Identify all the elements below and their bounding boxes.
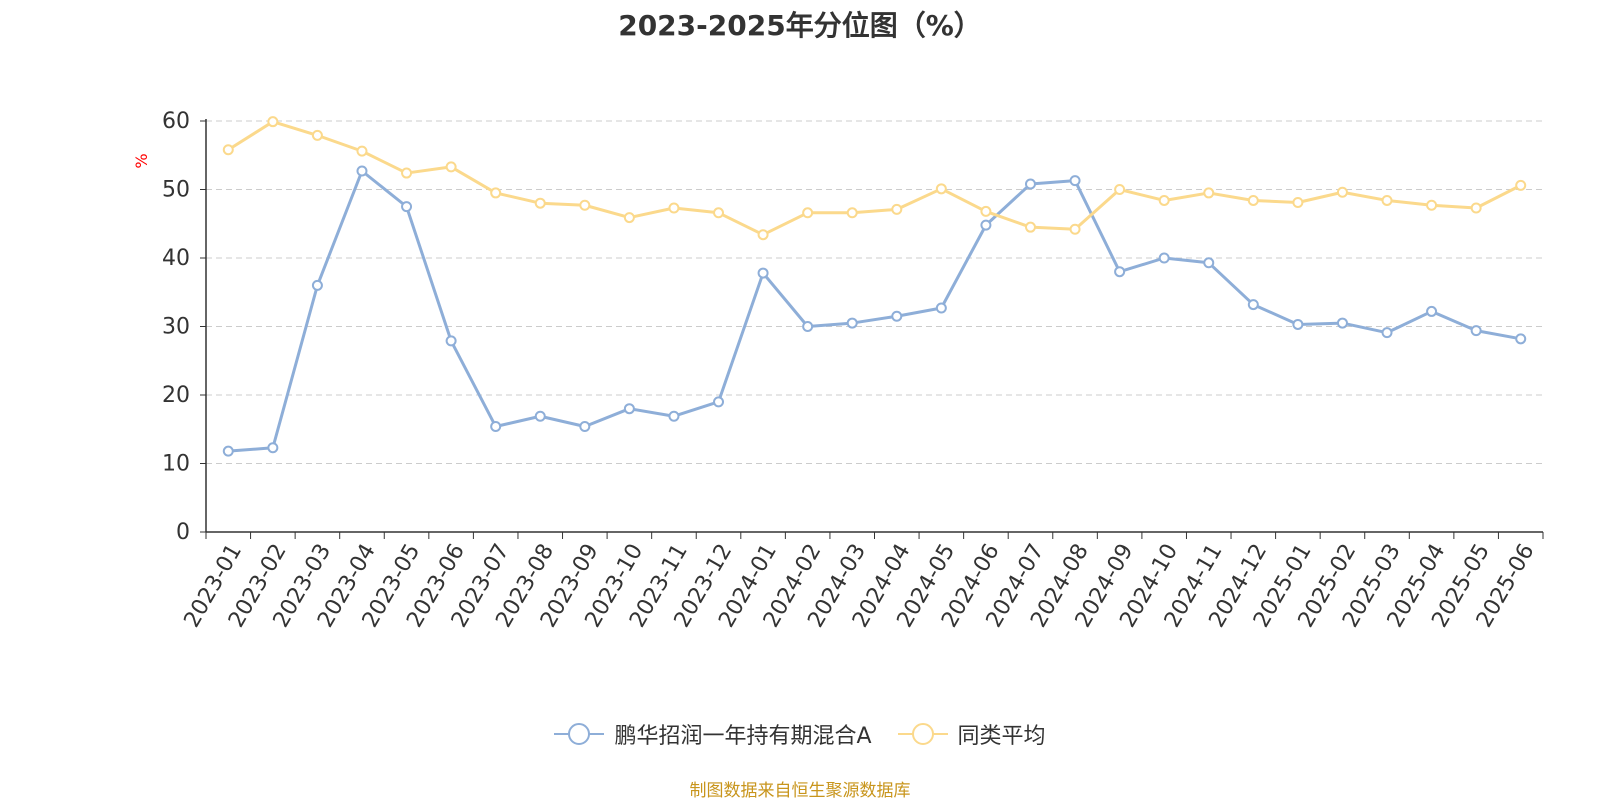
data-point-0[interactable] xyxy=(1381,327,1393,339)
y-axis-label: % xyxy=(132,153,151,168)
series-line-0 xyxy=(228,169,1521,453)
data-point-0[interactable] xyxy=(802,321,814,332)
data-point-0[interactable] xyxy=(222,445,234,457)
data-point-1[interactable] xyxy=(668,202,680,214)
data-point-0[interactable] xyxy=(311,279,323,291)
data-point-0[interactable] xyxy=(1114,266,1126,278)
legend-swatch-average xyxy=(897,722,948,746)
y-tick-label: 0 xyxy=(176,520,190,545)
data-point-1[interactable] xyxy=(1203,187,1215,199)
data-point-0[interactable] xyxy=(1515,333,1527,345)
data-point-1[interactable] xyxy=(356,145,368,157)
data-point-1[interactable] xyxy=(490,187,502,199)
data-point-1[interactable] xyxy=(935,183,947,195)
y-tick-label: 50 xyxy=(162,178,190,203)
data-point-0[interactable] xyxy=(1336,317,1348,329)
data-point-1[interactable] xyxy=(757,229,769,241)
data-point-1[interactable] xyxy=(267,116,279,128)
data-point-1[interactable] xyxy=(623,212,635,224)
data-point-1[interactable] xyxy=(1024,221,1036,233)
data-point-1[interactable] xyxy=(1158,194,1170,206)
data-point-0[interactable] xyxy=(1292,318,1304,330)
data-point-0[interactable] xyxy=(891,310,903,322)
data-point-0[interactable] xyxy=(846,317,858,329)
data-point-0[interactable] xyxy=(1069,175,1081,187)
series-line-1 xyxy=(227,120,1522,237)
data-point-1[interactable] xyxy=(1515,179,1527,191)
data-point-1[interactable] xyxy=(1381,194,1393,206)
legend-item-fund[interactable]: 鹏华招润一年持有期混合A xyxy=(554,718,872,750)
data-point-0[interactable] xyxy=(356,165,368,177)
series-layer xyxy=(222,116,1527,457)
data-point-1[interactable] xyxy=(1292,197,1304,209)
data-point-0[interactable] xyxy=(713,396,725,408)
data-point-0[interactable] xyxy=(757,267,769,279)
chart-title: 2023-2025年分位图（%） xyxy=(618,9,982,42)
data-point-1[interactable] xyxy=(891,203,903,215)
data-point-1[interactable] xyxy=(222,144,234,156)
data-point-0[interactable] xyxy=(445,335,457,347)
data-point-0[interactable] xyxy=(1247,299,1259,311)
data-point-1[interactable] xyxy=(1470,202,1482,214)
y-tick-label: 40 xyxy=(162,246,190,271)
data-point-1[interactable] xyxy=(401,167,413,179)
data-point-0[interactable] xyxy=(1470,325,1482,337)
axis-layer: 01020304050602023-012023-022023-032023-0… xyxy=(162,109,1544,632)
legend-label-average: 同类平均 xyxy=(957,724,1046,749)
data-point-1[interactable] xyxy=(1069,223,1081,235)
legend: 鹏华招润一年持有期混合A 同类平均 xyxy=(0,718,1600,750)
data-point-0[interactable] xyxy=(623,403,635,415)
data-point-1[interactable] xyxy=(1336,186,1348,198)
legend-item-average[interactable]: 同类平均 xyxy=(897,718,1046,750)
y-tick-label: 10 xyxy=(162,452,190,477)
data-point-0[interactable] xyxy=(1203,257,1215,269)
data-point-0[interactable] xyxy=(534,410,546,422)
data-point-1[interactable] xyxy=(1114,184,1126,195)
data-point-1[interactable] xyxy=(445,161,457,173)
legend-swatch-fund xyxy=(554,722,605,746)
data-point-1[interactable] xyxy=(980,205,992,217)
data-point-1[interactable] xyxy=(713,207,725,219)
data-point-0[interactable] xyxy=(490,421,502,433)
data-point-0[interactable] xyxy=(1426,305,1438,317)
data-point-0[interactable] xyxy=(668,410,680,422)
data-point-0[interactable] xyxy=(1024,178,1036,190)
y-tick-label: 30 xyxy=(162,315,190,340)
data-point-1[interactable] xyxy=(311,129,323,141)
data-point-1[interactable] xyxy=(1426,199,1438,211)
data-point-1[interactable] xyxy=(534,197,546,209)
source-note: 制图数据来自恒生聚源数据库 xyxy=(689,781,911,801)
data-point-0[interactable] xyxy=(935,302,947,314)
data-point-0[interactable] xyxy=(980,219,992,231)
y-tick-label: 60 xyxy=(162,109,190,134)
grid-layer xyxy=(206,120,1543,464)
y-tick-label: 20 xyxy=(162,383,190,408)
data-point-0[interactable] xyxy=(401,201,413,213)
data-point-0[interactable] xyxy=(579,421,591,433)
data-point-0[interactable] xyxy=(267,442,279,454)
data-point-1[interactable] xyxy=(1247,194,1259,206)
data-point-1[interactable] xyxy=(846,207,858,219)
data-point-1[interactable] xyxy=(579,199,591,211)
data-point-0[interactable] xyxy=(1158,252,1170,264)
legend-label-fund: 鹏华招润一年持有期混合A xyxy=(614,724,872,749)
data-point-1[interactable] xyxy=(802,207,814,219)
